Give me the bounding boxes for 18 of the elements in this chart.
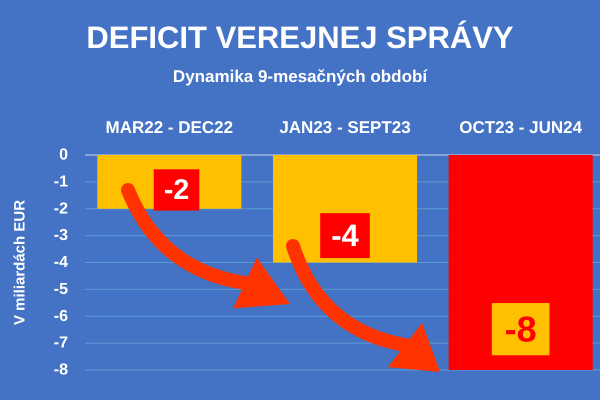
y-tick-label: -7 (54, 334, 68, 352)
y-tick-label: -1 (54, 173, 68, 190)
data-label: -2 (164, 174, 190, 206)
data-label: -8 (504, 308, 537, 350)
x-tick-label: JAN23 - SEPT23 (279, 118, 411, 137)
x-tick-label: OCT23 - JUN24 (459, 118, 583, 137)
y-tick-label: 0 (59, 146, 68, 164)
y-tick-label: -8 (54, 362, 68, 378)
data-label: -4 (331, 218, 360, 254)
y-tick-label: -4 (54, 254, 68, 271)
y-tick-label: -6 (54, 308, 68, 325)
y-tick-label: -2 (54, 200, 68, 218)
y-tick-label: -3 (54, 227, 68, 244)
x-tick-label: MAR22 - DEC22 (106, 118, 234, 137)
y-axis-title: V miliardách EUR (12, 200, 28, 326)
chart-subtitle: Dynamika 9-mesačných období (172, 67, 428, 86)
y-tick-label: -5 (54, 280, 68, 298)
chart-title: DEFICIT VEREJNEJ SPRÁVY (86, 20, 514, 55)
